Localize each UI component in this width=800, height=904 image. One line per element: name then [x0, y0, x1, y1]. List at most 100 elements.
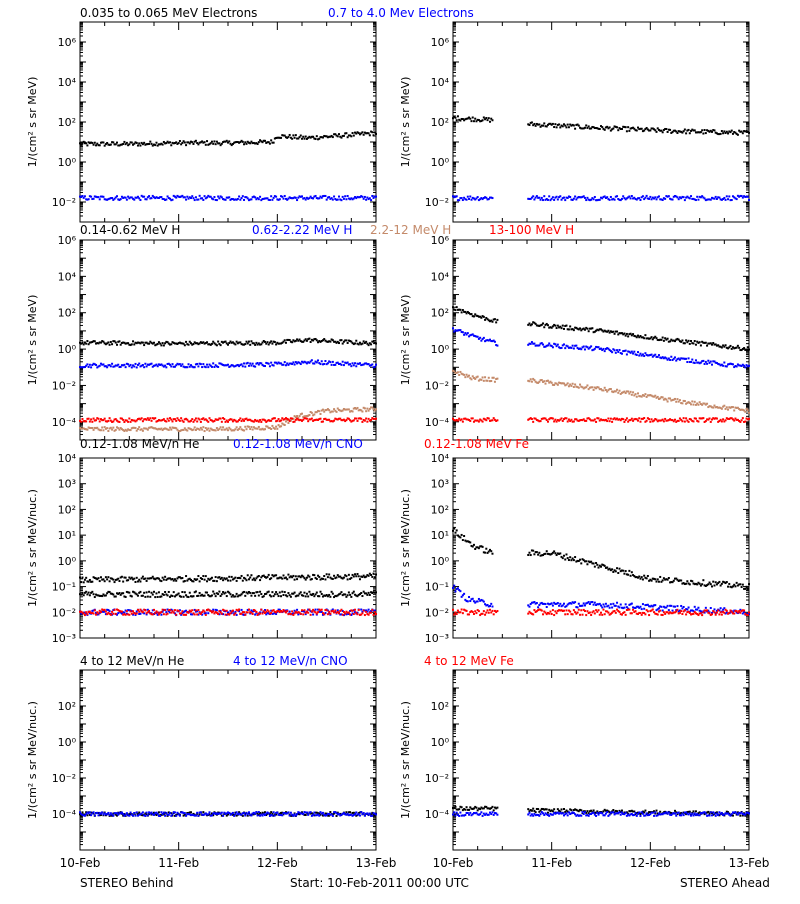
- data-point: [352, 610, 354, 612]
- data-point: [741, 419, 743, 421]
- data-point: [654, 196, 656, 198]
- data-point: [163, 344, 165, 346]
- data-point: [329, 596, 331, 598]
- data-point: [684, 129, 686, 131]
- data-point: [121, 611, 123, 613]
- data-point: [127, 421, 129, 423]
- data-point: [610, 388, 612, 390]
- data-point: [138, 363, 140, 365]
- data-point: [463, 374, 465, 376]
- data-point: [488, 117, 490, 119]
- data-point: [543, 195, 545, 197]
- plot-frame: [453, 240, 749, 440]
- data-point: [375, 591, 377, 593]
- data-point: [227, 421, 229, 423]
- data-point: [343, 198, 345, 200]
- data-point: [676, 398, 678, 400]
- data-point: [357, 613, 359, 615]
- data-point: [533, 343, 535, 345]
- data-point: [746, 349, 748, 351]
- series-0: [452, 528, 750, 590]
- data-point: [192, 429, 194, 431]
- data-point: [207, 612, 209, 614]
- data-point: [328, 196, 330, 198]
- data-point: [642, 195, 644, 197]
- data-point: [250, 365, 252, 367]
- data-point: [222, 579, 224, 581]
- data-point: [622, 418, 624, 420]
- data-point: [563, 328, 565, 330]
- data-point: [609, 420, 611, 422]
- data-point: [693, 342, 695, 344]
- data-point: [126, 610, 128, 612]
- series-0: [79, 338, 377, 347]
- data-point: [584, 329, 586, 331]
- y-tick-label: 10⁶: [431, 36, 450, 49]
- data-point: [461, 534, 463, 536]
- data-point: [689, 343, 691, 345]
- data-point: [221, 593, 223, 595]
- data-point: [127, 579, 129, 581]
- data-point: [301, 195, 303, 197]
- data-point: [370, 419, 372, 421]
- data-point: [612, 331, 614, 333]
- data-point: [266, 341, 268, 343]
- data-point: [594, 418, 596, 420]
- data-point: [239, 577, 241, 579]
- data-point: [327, 613, 329, 615]
- data-point: [199, 580, 201, 582]
- data-point: [284, 361, 286, 363]
- data-point: [699, 401, 701, 403]
- data-point: [246, 143, 248, 145]
- data-point: [315, 609, 317, 611]
- data-point: [225, 341, 227, 343]
- data-point: [604, 129, 606, 131]
- data-point: [369, 134, 371, 136]
- data-point: [585, 124, 587, 126]
- data-point: [280, 425, 282, 427]
- data-point: [554, 343, 556, 345]
- data-point: [320, 363, 322, 365]
- legend-entry: 0.7 to 4.0 Mev Electrons: [328, 6, 474, 20]
- data-point: [662, 396, 664, 398]
- data-point: [305, 579, 307, 581]
- data-point: [234, 595, 236, 597]
- data-point: [484, 552, 486, 554]
- data-point: [122, 581, 124, 583]
- data-point: [326, 573, 328, 575]
- data-point: [462, 421, 464, 423]
- data-point: [98, 418, 100, 420]
- data-point: [366, 408, 368, 410]
- data-point: [175, 580, 177, 582]
- data-point: [269, 365, 271, 367]
- series-1: [79, 195, 377, 201]
- data-point: [742, 132, 744, 134]
- data-point: [343, 577, 345, 579]
- data-point: [732, 406, 734, 408]
- data-point: [368, 418, 370, 420]
- data-point: [471, 378, 473, 380]
- data-point: [690, 195, 692, 197]
- data-point: [275, 591, 277, 593]
- data-point: [681, 339, 683, 341]
- data-point: [212, 143, 214, 145]
- data-point: [275, 426, 277, 428]
- data-point: [136, 612, 138, 614]
- data-point: [347, 362, 349, 364]
- y-tick-label: 10⁻¹: [425, 581, 449, 594]
- data-point: [721, 130, 723, 132]
- y-tick-label: 10⁴: [58, 452, 77, 465]
- data-point: [179, 363, 181, 365]
- data-point: [651, 418, 653, 420]
- data-point: [257, 591, 259, 593]
- data-point: [133, 199, 135, 201]
- data-point: [343, 364, 345, 366]
- data-point: [551, 382, 553, 384]
- data-point: [316, 578, 318, 580]
- data-point: [142, 611, 144, 613]
- data-point: [220, 418, 222, 420]
- data-point: [118, 592, 120, 594]
- data-point: [457, 115, 459, 117]
- data-point: [168, 429, 170, 431]
